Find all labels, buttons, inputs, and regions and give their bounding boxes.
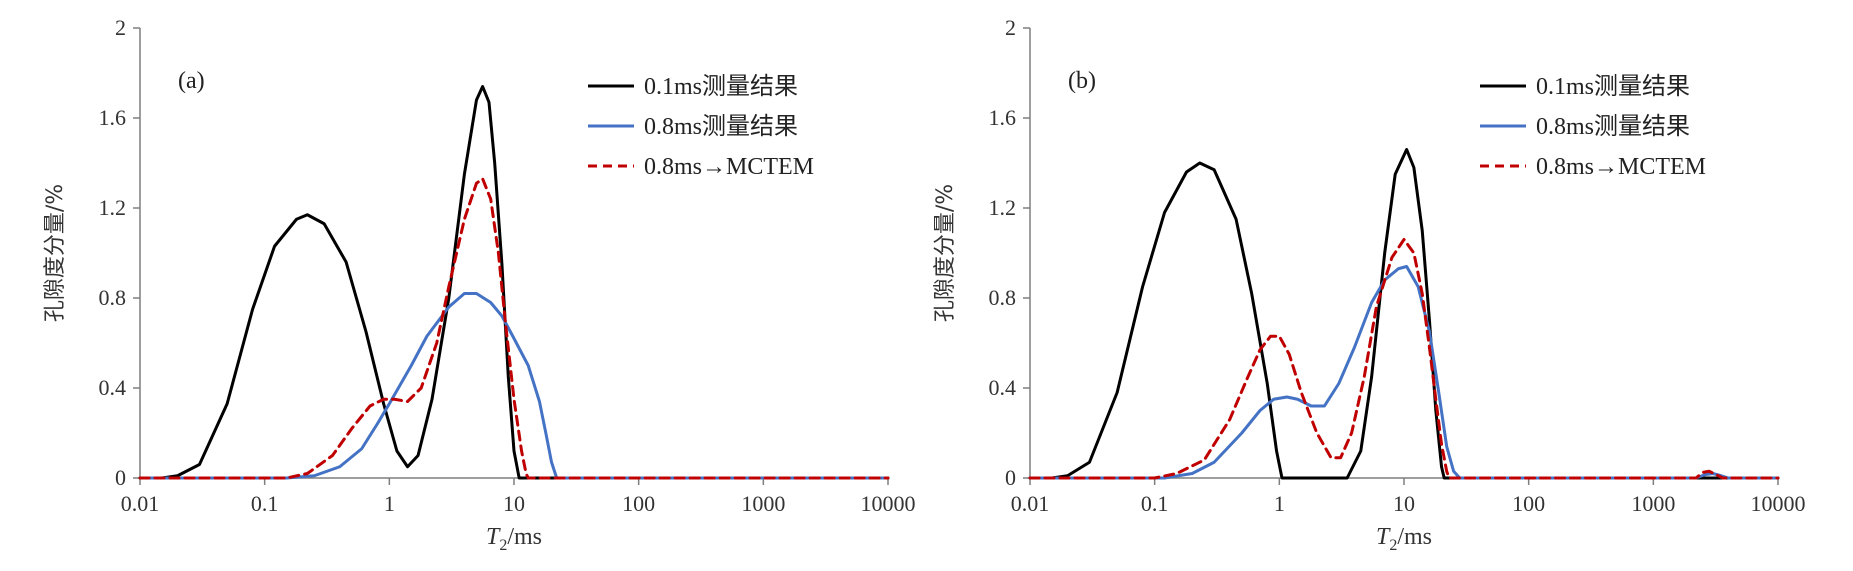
x-tick-label: 1000 (741, 491, 785, 516)
chart-panel-b: 0 0.4 0.8 1.2 1.6 2 0.01 0.1 1 10 100 1000 10000 T2/m… (933, 15, 1806, 554)
y-tick-label: 0.4 (989, 375, 1017, 400)
y-axis-title: 孔隙度分量/% (43, 184, 68, 322)
series-line-3 (1028, 238, 1780, 480)
y-tick-label: 2 (1005, 15, 1016, 40)
series-line-2 (138, 292, 890, 480)
x-tick-label: 0.1 (251, 491, 279, 516)
y-tick-label: 1.6 (99, 105, 127, 130)
legend-label-3: 0.8ms→MCTEM (1536, 154, 1706, 180)
x-tick-label: 0.01 (1011, 491, 1050, 516)
legend-label-3: 0.8ms→MCTEM (644, 154, 814, 180)
series-line-3 (138, 177, 890, 480)
legend-label-1: 0.1ms测量结果 (1536, 73, 1690, 100)
y-tick-label: 0.4 (99, 375, 127, 400)
x-tick-label: 100 (622, 491, 655, 516)
y-tick-label: 1.2 (989, 195, 1017, 220)
legend-label-2: 0.8ms测量结果 (1536, 113, 1690, 140)
y-tick-label: 2 (115, 15, 126, 40)
x-tick-label: 10 (1393, 491, 1415, 516)
x-tick-label: 1000 (1631, 491, 1675, 516)
y-tick-label: 0 (115, 465, 126, 490)
series-line-2 (1028, 265, 1780, 480)
x-tick-label: 100 (1512, 491, 1545, 516)
x-tick-label: 10000 (1751, 491, 1806, 516)
x-tick-label: 0.1 (1141, 491, 1169, 516)
panel-label: (b) (1068, 68, 1096, 94)
legend-label-1: 0.1ms测量结果 (644, 73, 798, 100)
y-tick-label: 1.6 (989, 105, 1017, 130)
x-axis-title: T2/ms (1376, 524, 1432, 554)
y-tick-label: 0.8 (99, 285, 127, 310)
x-tick-label: 0.01 (121, 491, 160, 516)
panel-label: (a) (178, 68, 205, 94)
y-axis-title: 孔隙度分量/% (933, 184, 958, 322)
x-tick-label: 1 (384, 491, 395, 516)
y-tick-label: 0.8 (989, 285, 1017, 310)
legend: 0.1ms测量结果 0.8ms测量结果 0.8ms→MCTEM (588, 73, 814, 180)
y-tick-label: 1.2 (99, 195, 127, 220)
x-tick-label: 10 (503, 491, 525, 516)
x-tick-label: 10000 (861, 491, 916, 516)
x-tick-label: 1 (1274, 491, 1285, 516)
chart-panel-a: 0 0.4 0.8 1.2 1.6 2 0.01 0.1 1 10 100 1000 10000 T2/m… (43, 15, 916, 554)
x-axis-title: T2/ms (486, 524, 542, 554)
legend-label-2: 0.8ms测量结果 (644, 113, 798, 140)
y-tick-label: 0 (1005, 465, 1016, 490)
legend: 0.1ms测量结果 0.8ms测量结果 0.8ms→MCTEM (1480, 73, 1706, 180)
series-line-1 (138, 85, 890, 480)
series-line-1 (1028, 148, 1780, 480)
